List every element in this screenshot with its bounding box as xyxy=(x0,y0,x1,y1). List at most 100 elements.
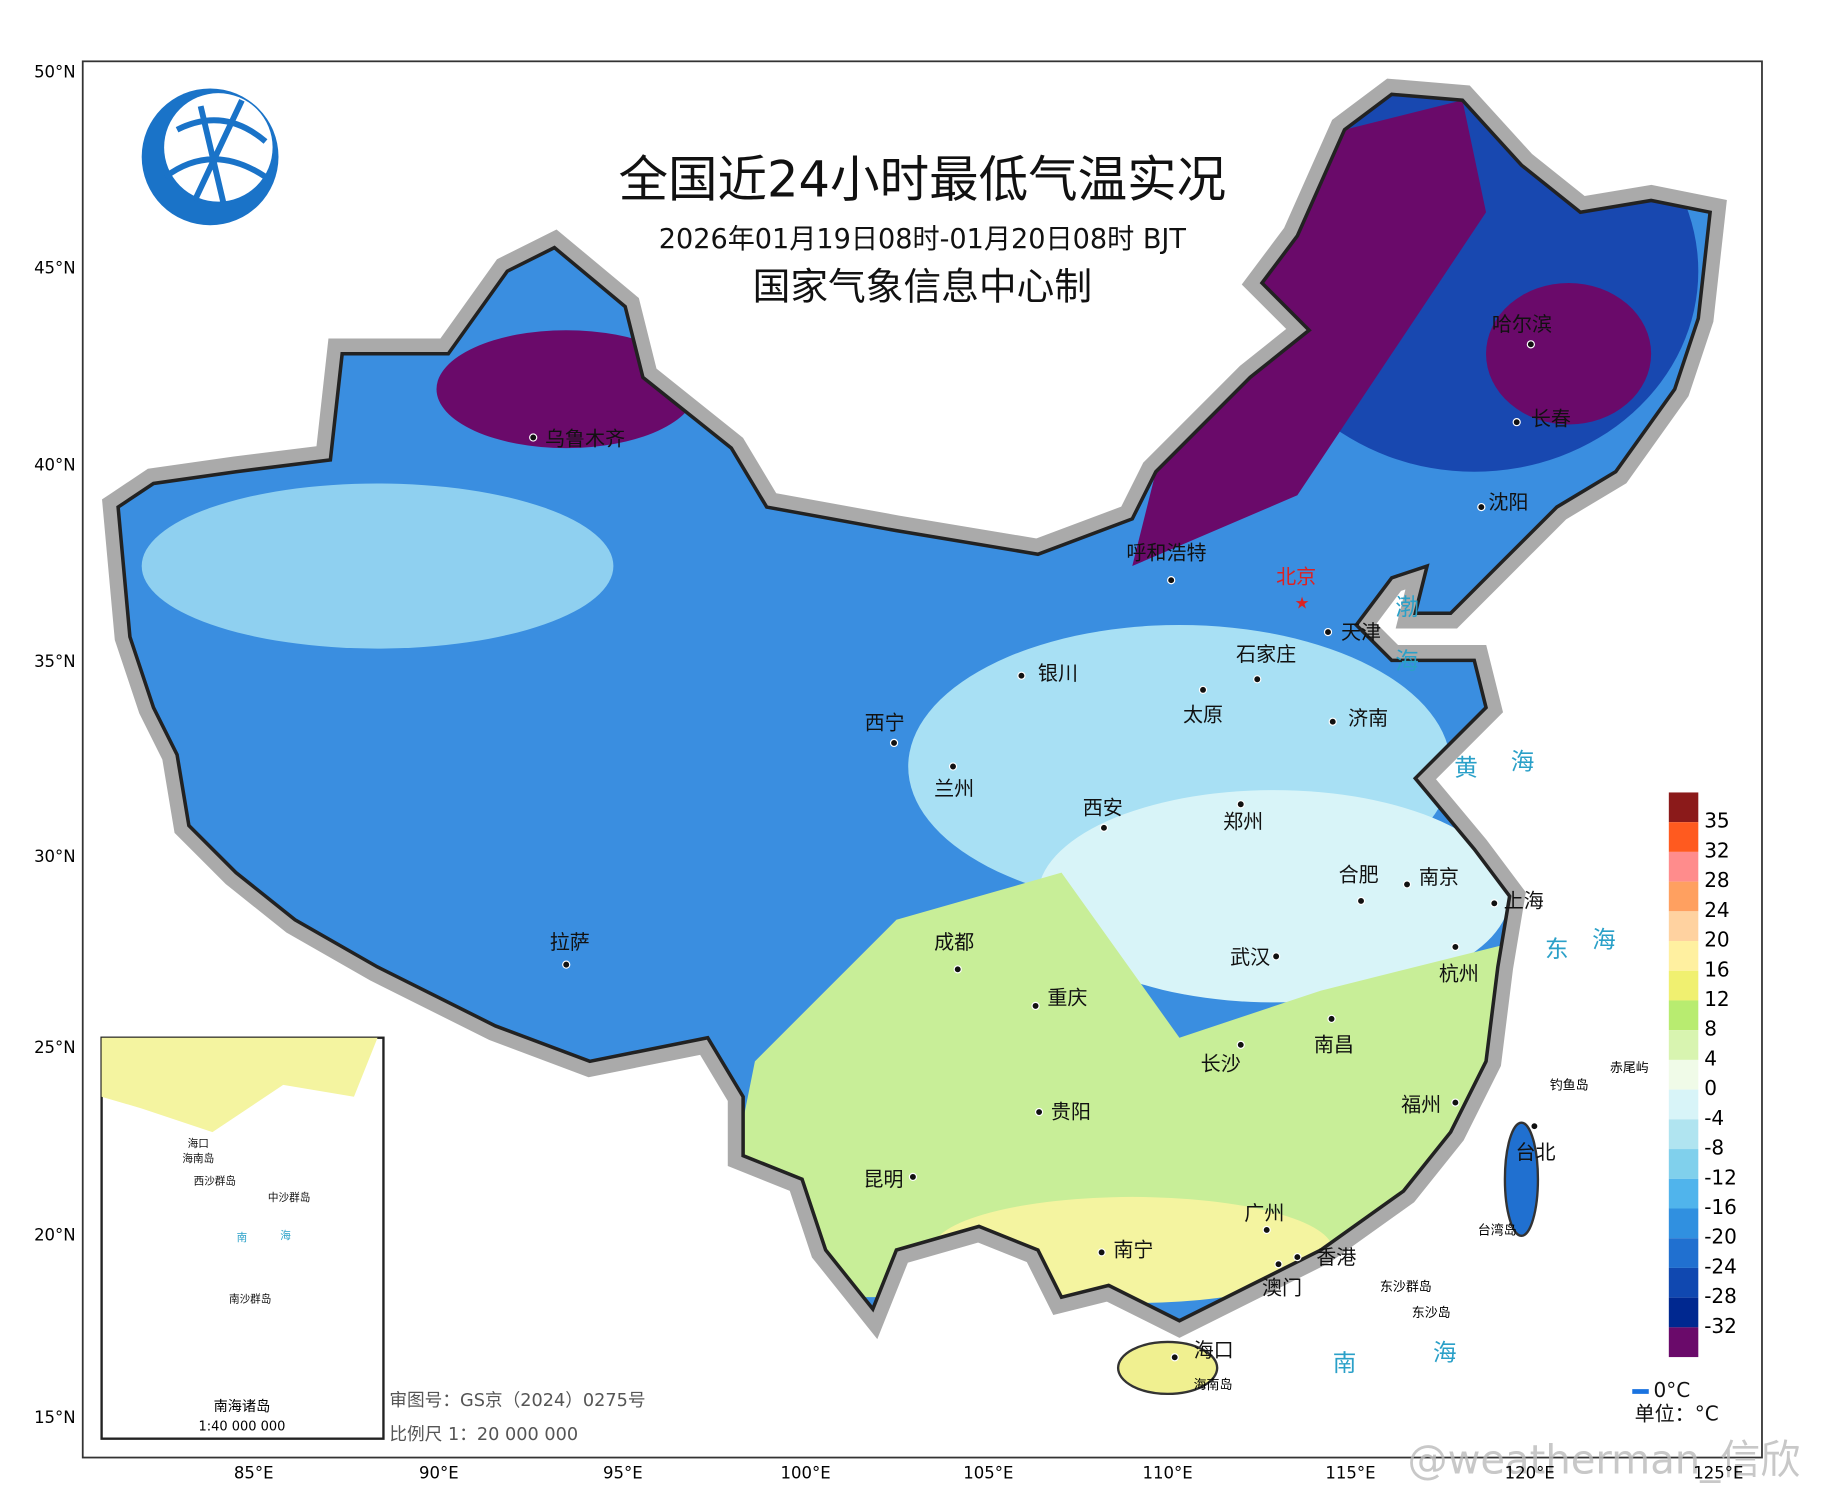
legend-swatch xyxy=(1668,1208,1699,1239)
city-label: 长春 xyxy=(1531,406,1571,430)
lon-label: 90°E xyxy=(419,1464,459,1483)
city-label: 北京 xyxy=(1276,564,1316,588)
taiwan xyxy=(1503,1121,1540,1238)
sea-label: 海 xyxy=(1395,647,1419,675)
city-dot xyxy=(1198,685,1208,694)
city-label: 济南 xyxy=(1348,706,1388,730)
legend-swatch xyxy=(1668,941,1699,971)
legend-tick-label: 4 xyxy=(1704,1046,1717,1070)
legend-swatch xyxy=(1668,881,1699,912)
capital-star: ★ xyxy=(1295,593,1310,612)
city-dot xyxy=(529,433,538,442)
city-label: 南昌 xyxy=(1314,1032,1354,1056)
city-dot xyxy=(1293,1252,1302,1262)
hainan xyxy=(1116,1340,1219,1396)
legend-swatch xyxy=(1668,792,1699,823)
legend-swatch xyxy=(1668,1000,1699,1031)
legend-swatch xyxy=(1668,1327,1699,1358)
sea-label: 东 xyxy=(1545,935,1569,963)
city-label: 广州 xyxy=(1244,1201,1284,1225)
legend-swatch xyxy=(1668,1149,1699,1179)
lon-label: 120°E xyxy=(1505,1464,1555,1483)
lon-label: 115°E xyxy=(1325,1464,1375,1483)
legend-swatch xyxy=(1668,1059,1699,1090)
city-dot xyxy=(1526,340,1535,349)
city-label: 香港 xyxy=(1316,1245,1356,1269)
city-label: 西安 xyxy=(1083,795,1123,819)
sea-label: 南 xyxy=(1333,1349,1357,1377)
city-label: 澳门 xyxy=(1262,1275,1302,1299)
inset-land xyxy=(101,1037,378,1133)
legend-tick-label: 12 xyxy=(1704,987,1730,1011)
city-label: 兰州 xyxy=(934,777,974,801)
legend-swatch xyxy=(1668,822,1699,852)
inset-label: 中沙群岛 xyxy=(268,1191,310,1204)
logo xyxy=(141,88,279,226)
city-dot xyxy=(1512,418,1521,427)
legend-tick-label: 0 xyxy=(1704,1076,1717,1100)
legend-tick-label: -16 xyxy=(1704,1195,1737,1219)
inset-label: 南沙群岛 xyxy=(229,1293,271,1306)
legend-swatch xyxy=(1668,911,1699,942)
city-label: 乌鲁木齐 xyxy=(545,426,625,450)
lat-label: 15°N xyxy=(34,1408,76,1427)
city-dot xyxy=(1167,576,1176,585)
inset-label: 海南岛 xyxy=(182,1152,214,1165)
lon-label: 85°E xyxy=(234,1464,274,1483)
legend-tick-label: -20 xyxy=(1704,1225,1737,1249)
city-label: 银川 xyxy=(1038,661,1078,685)
city-dot xyxy=(1451,1098,1460,1107)
legend-swatch xyxy=(1668,1089,1699,1120)
city-dot xyxy=(1356,896,1366,906)
city-label: 太原 xyxy=(1183,702,1223,726)
legend-tick-label: -32 xyxy=(1704,1314,1737,1338)
legend-tick-label: 32 xyxy=(1704,838,1730,862)
city-dot xyxy=(1236,1040,1245,1049)
lat-label: 45°N xyxy=(34,258,76,277)
city-label: 天津 xyxy=(1341,620,1381,644)
city-dot xyxy=(1253,675,1262,684)
city-label: 哈尔滨 xyxy=(1492,312,1552,336)
city-label: 拉萨 xyxy=(550,930,590,954)
city-dot xyxy=(1031,1001,1040,1011)
island-label: 钓鱼岛 xyxy=(1550,1078,1589,1094)
sea-label: 渤 xyxy=(1395,593,1419,621)
city-label: 福州 xyxy=(1401,1093,1441,1117)
city-dot xyxy=(1097,1248,1106,1257)
legend-tick-label: 16 xyxy=(1704,957,1730,981)
city-dot xyxy=(1323,627,1333,637)
city-label: 南宁 xyxy=(1113,1238,1153,1262)
subtitle: 2026年01月19日08时-01月20日08时 BJT xyxy=(659,224,1187,255)
map-scale: 比例尺 1：20 000 000 xyxy=(389,1424,578,1445)
legend-swatch xyxy=(1668,1297,1699,1328)
city-label: 石家庄 xyxy=(1236,642,1296,666)
city-label: 成都 xyxy=(934,930,974,954)
city-label: 贵阳 xyxy=(1051,1100,1091,1124)
legend-swatch xyxy=(1668,1178,1699,1209)
legend-tick-label: -8 xyxy=(1704,1136,1724,1160)
title: 全国近24小时最低气温实况 xyxy=(619,150,1227,208)
city-label: 昆明 xyxy=(863,1167,903,1191)
lat-label: 20°N xyxy=(34,1225,76,1244)
city-label: 南京 xyxy=(1419,865,1459,889)
city-label: 西宁 xyxy=(865,711,905,735)
city-dot xyxy=(1451,942,1460,952)
legend-swatch xyxy=(1668,970,1699,1001)
city-dot xyxy=(948,762,958,771)
city-dot xyxy=(1490,899,1499,908)
sea-label: 海 xyxy=(1433,1338,1457,1366)
inset-label: 海口 xyxy=(188,1137,209,1150)
legend-unit: 单位：°C xyxy=(1635,1402,1719,1426)
legend-zero-line: 0°C xyxy=(1653,1378,1690,1402)
lon-label: 125°E xyxy=(1693,1464,1743,1483)
city-label: 呼和浩特 xyxy=(1126,541,1206,565)
city-dot xyxy=(1170,1353,1179,1362)
legend-tick-label: 24 xyxy=(1704,898,1730,922)
lon-label: 110°E xyxy=(1143,1464,1193,1483)
sea-label: 海 xyxy=(1592,926,1616,954)
legend-tick-label: -28 xyxy=(1704,1284,1737,1308)
island-label: 赤尾屿 xyxy=(1610,1061,1649,1076)
island-label: 东沙岛 xyxy=(1412,1305,1451,1321)
lat-label: 40°N xyxy=(34,455,76,474)
